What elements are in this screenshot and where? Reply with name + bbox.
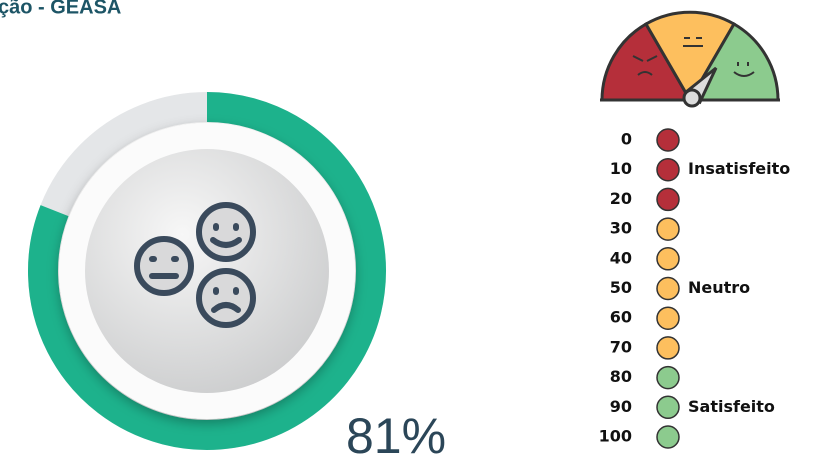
level-dot <box>656 247 680 271</box>
scale-legend: 0 10 Insatisfeito 20 30 40 50 Neutro 60 70 80 90 Sat… <box>599 128 790 449</box>
level-value: 0 <box>621 130 632 149</box>
mood-gauge <box>600 10 780 108</box>
level-dot <box>656 306 680 330</box>
title: ção - GEASA <box>0 0 121 18</box>
level-label: Insatisfeito <box>688 159 790 178</box>
level-dot <box>656 336 680 360</box>
level-value: 30 <box>610 219 632 238</box>
level-value: 80 <box>610 367 632 386</box>
level-value: 50 <box>610 278 632 297</box>
level-value: 60 <box>610 308 632 327</box>
level-label: Neutro <box>688 278 750 297</box>
level-dot <box>656 395 680 420</box>
level-label: Satisfeito <box>688 397 775 416</box>
level-value: 100 <box>599 427 632 446</box>
donut-gauge <box>28 92 386 450</box>
level-dot <box>656 128 680 152</box>
level-value: 20 <box>610 189 632 208</box>
level-dot <box>656 157 680 182</box>
level-dot <box>656 217 680 241</box>
faces-icon <box>134 202 256 328</box>
level-dot <box>656 276 680 301</box>
level-dot <box>656 187 680 212</box>
level-dot <box>656 425 680 449</box>
level-dot <box>656 365 680 390</box>
level-value: 70 <box>610 337 632 356</box>
donut-arc <box>28 92 386 450</box>
inner-disc <box>85 149 329 393</box>
level-value: 90 <box>610 397 632 416</box>
level-value: 40 <box>610 248 632 267</box>
percent-label: 81% <box>346 408 446 464</box>
level-value: 10 <box>610 159 632 178</box>
